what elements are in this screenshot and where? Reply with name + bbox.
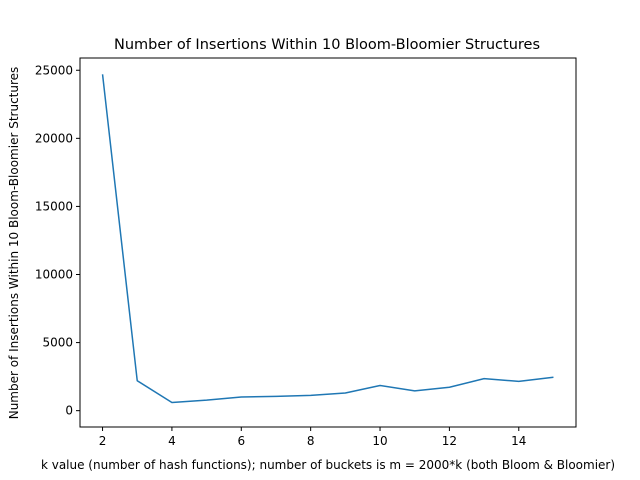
x-tick-label: 12 <box>442 434 457 448</box>
y-tick-label: 10000 <box>35 267 73 281</box>
chart-title: Number of Insertions Within 10 Bloom-Blo… <box>114 37 540 53</box>
plot-area <box>101 74 554 404</box>
series-line <box>101 74 554 404</box>
x-tick-label: 4 <box>168 434 176 448</box>
y-tick-label: 0 <box>65 404 73 418</box>
axes-frame <box>79 57 577 428</box>
y-axis-ticks: 0 5000 10000 15000 20000 25000 <box>35 63 80 418</box>
x-tick-label: 2 <box>99 434 107 448</box>
x-axis-label: k value (number of hash functions); numb… <box>41 458 615 472</box>
x-tick-label: 6 <box>237 434 245 448</box>
y-axis-label: Number of Insertions Within 10 Bloom-Blo… <box>7 67 21 420</box>
x-tick-label: 10 <box>372 434 387 448</box>
x-tick-label: 8 <box>307 434 315 448</box>
y-tick-label: 20000 <box>35 131 73 145</box>
y-tick-label: 15000 <box>35 199 73 213</box>
x-tick-label: 14 <box>511 434 526 448</box>
y-tick-label: 5000 <box>42 336 73 350</box>
x-axis-ticks: 2 4 6 8 10 12 14 <box>99 427 526 448</box>
y-tick-label: 25000 <box>35 63 73 77</box>
